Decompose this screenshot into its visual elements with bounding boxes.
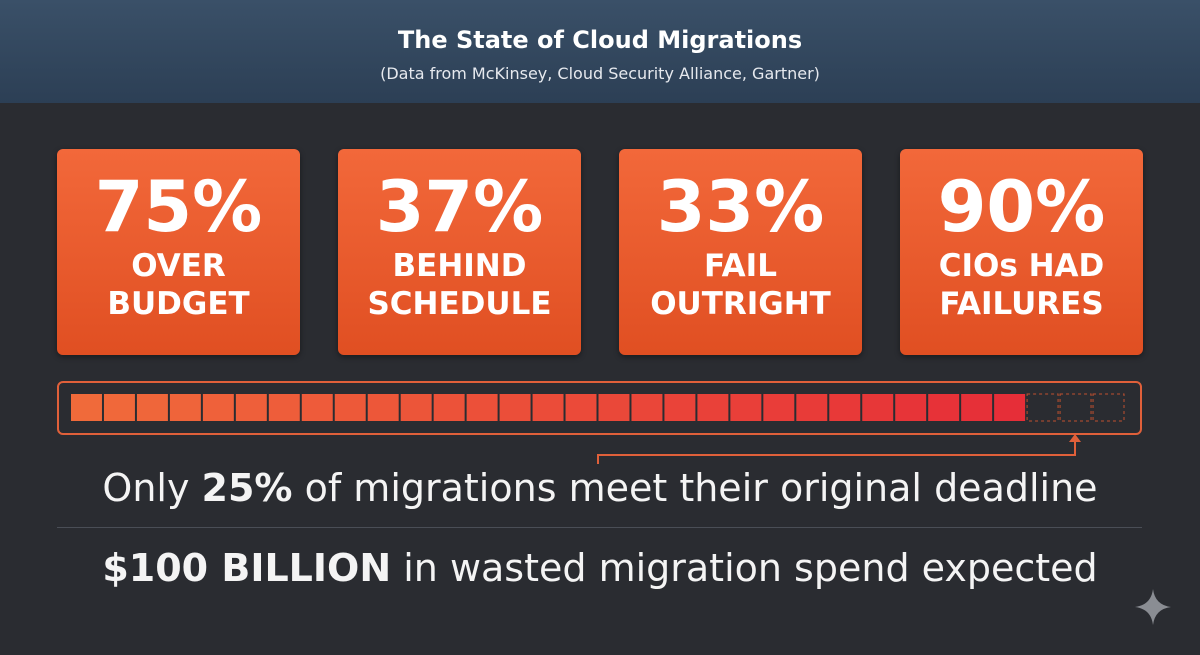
stat-label: FAILURES — [939, 286, 1104, 322]
stat-label: CIOs HAD — [938, 248, 1105, 284]
segment-filled — [598, 394, 630, 421]
segment-filled — [433, 394, 465, 421]
stat-label: FAIL — [704, 248, 777, 284]
segment-filled — [268, 394, 300, 421]
segment-filled — [961, 394, 993, 421]
segment-filled — [367, 394, 399, 421]
progress-frame — [57, 381, 1142, 435]
segment-filled — [994, 394, 1026, 421]
stat-value: 90% — [937, 166, 1106, 248]
segment-filled — [136, 394, 168, 421]
segment-filled — [565, 394, 597, 421]
segment-filled — [928, 394, 960, 421]
stat-label: SCHEDULE — [367, 286, 552, 322]
stat-label: OVER — [131, 248, 226, 284]
stat-card: 75% OVER BUDGET — [57, 149, 300, 355]
segment-filled — [169, 394, 201, 421]
segment-filled — [71, 394, 102, 421]
segment-empty — [1026, 393, 1059, 422]
segment-filled — [664, 394, 696, 421]
pointer-arrow — [1069, 434, 1081, 442]
subtitle: (Data from McKinsey, Cloud Security Alli… — [380, 64, 820, 83]
segment-filled — [103, 394, 135, 421]
segment-filled — [466, 394, 498, 421]
segment-filled — [895, 394, 927, 421]
segment-filled — [301, 394, 333, 421]
segment-filled — [202, 394, 234, 421]
highlight: 25% — [201, 466, 293, 510]
segment-filled — [829, 394, 861, 421]
pointer-line — [597, 440, 1076, 464]
highlight: $100 BILLION — [102, 546, 392, 590]
sparkle-icon — [1135, 589, 1171, 625]
stat-value: 33% — [656, 166, 825, 248]
segment-filled — [631, 394, 663, 421]
segment-empty — [1059, 393, 1092, 422]
stat-card: 90% CIOs HAD FAILURES — [900, 149, 1143, 355]
spend-text: $100 BILLION in wasted migration spend e… — [0, 546, 1200, 590]
segment-filled — [532, 394, 564, 421]
segment-filled — [763, 394, 795, 421]
segment-filled — [697, 394, 729, 421]
segment-filled — [862, 394, 894, 421]
progress-bar — [71, 393, 1125, 464]
segment-filled — [796, 394, 828, 421]
stat-value: 37% — [375, 166, 544, 248]
deadline-text: Only 25% of migrations meet their origin… — [0, 466, 1200, 510]
header: The State of Cloud Migrations (Data from… — [0, 0, 1200, 103]
segment-filled — [334, 394, 366, 421]
segment-filled — [235, 394, 267, 421]
segment-filled — [499, 394, 531, 421]
stat-card: 37% BEHIND SCHEDULE — [338, 149, 581, 355]
title: The State of Cloud Migrations — [397, 26, 803, 54]
stat-value: 75% — [94, 166, 263, 248]
stat-label: BEHIND — [392, 248, 527, 284]
segment-filled — [730, 394, 762, 421]
stat-label: OUTRIGHT — [650, 286, 831, 322]
text: in wasted migration spend expected — [391, 546, 1098, 590]
segment-filled — [400, 394, 432, 421]
segment-empty — [1092, 393, 1125, 422]
stat-label: BUDGET — [107, 286, 250, 322]
text: of migrations meet their original deadli… — [292, 466, 1098, 510]
text: Only — [102, 466, 202, 510]
separator — [57, 527, 1142, 528]
stat-card: 33% FAIL OUTRIGHT — [619, 149, 862, 355]
